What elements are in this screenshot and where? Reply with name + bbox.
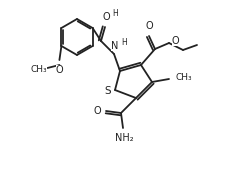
Text: CH₃: CH₃ <box>31 66 47 75</box>
Text: O: O <box>172 36 180 46</box>
Text: O: O <box>102 12 110 22</box>
Text: CH₃: CH₃ <box>175 74 192 82</box>
Text: NH₂: NH₂ <box>115 133 133 143</box>
Text: O: O <box>145 21 153 31</box>
Text: H: H <box>121 38 127 47</box>
Text: N: N <box>111 41 119 51</box>
Text: H: H <box>112 9 118 18</box>
Text: O: O <box>56 65 63 75</box>
Text: O: O <box>93 106 101 116</box>
Text: S: S <box>104 86 111 96</box>
